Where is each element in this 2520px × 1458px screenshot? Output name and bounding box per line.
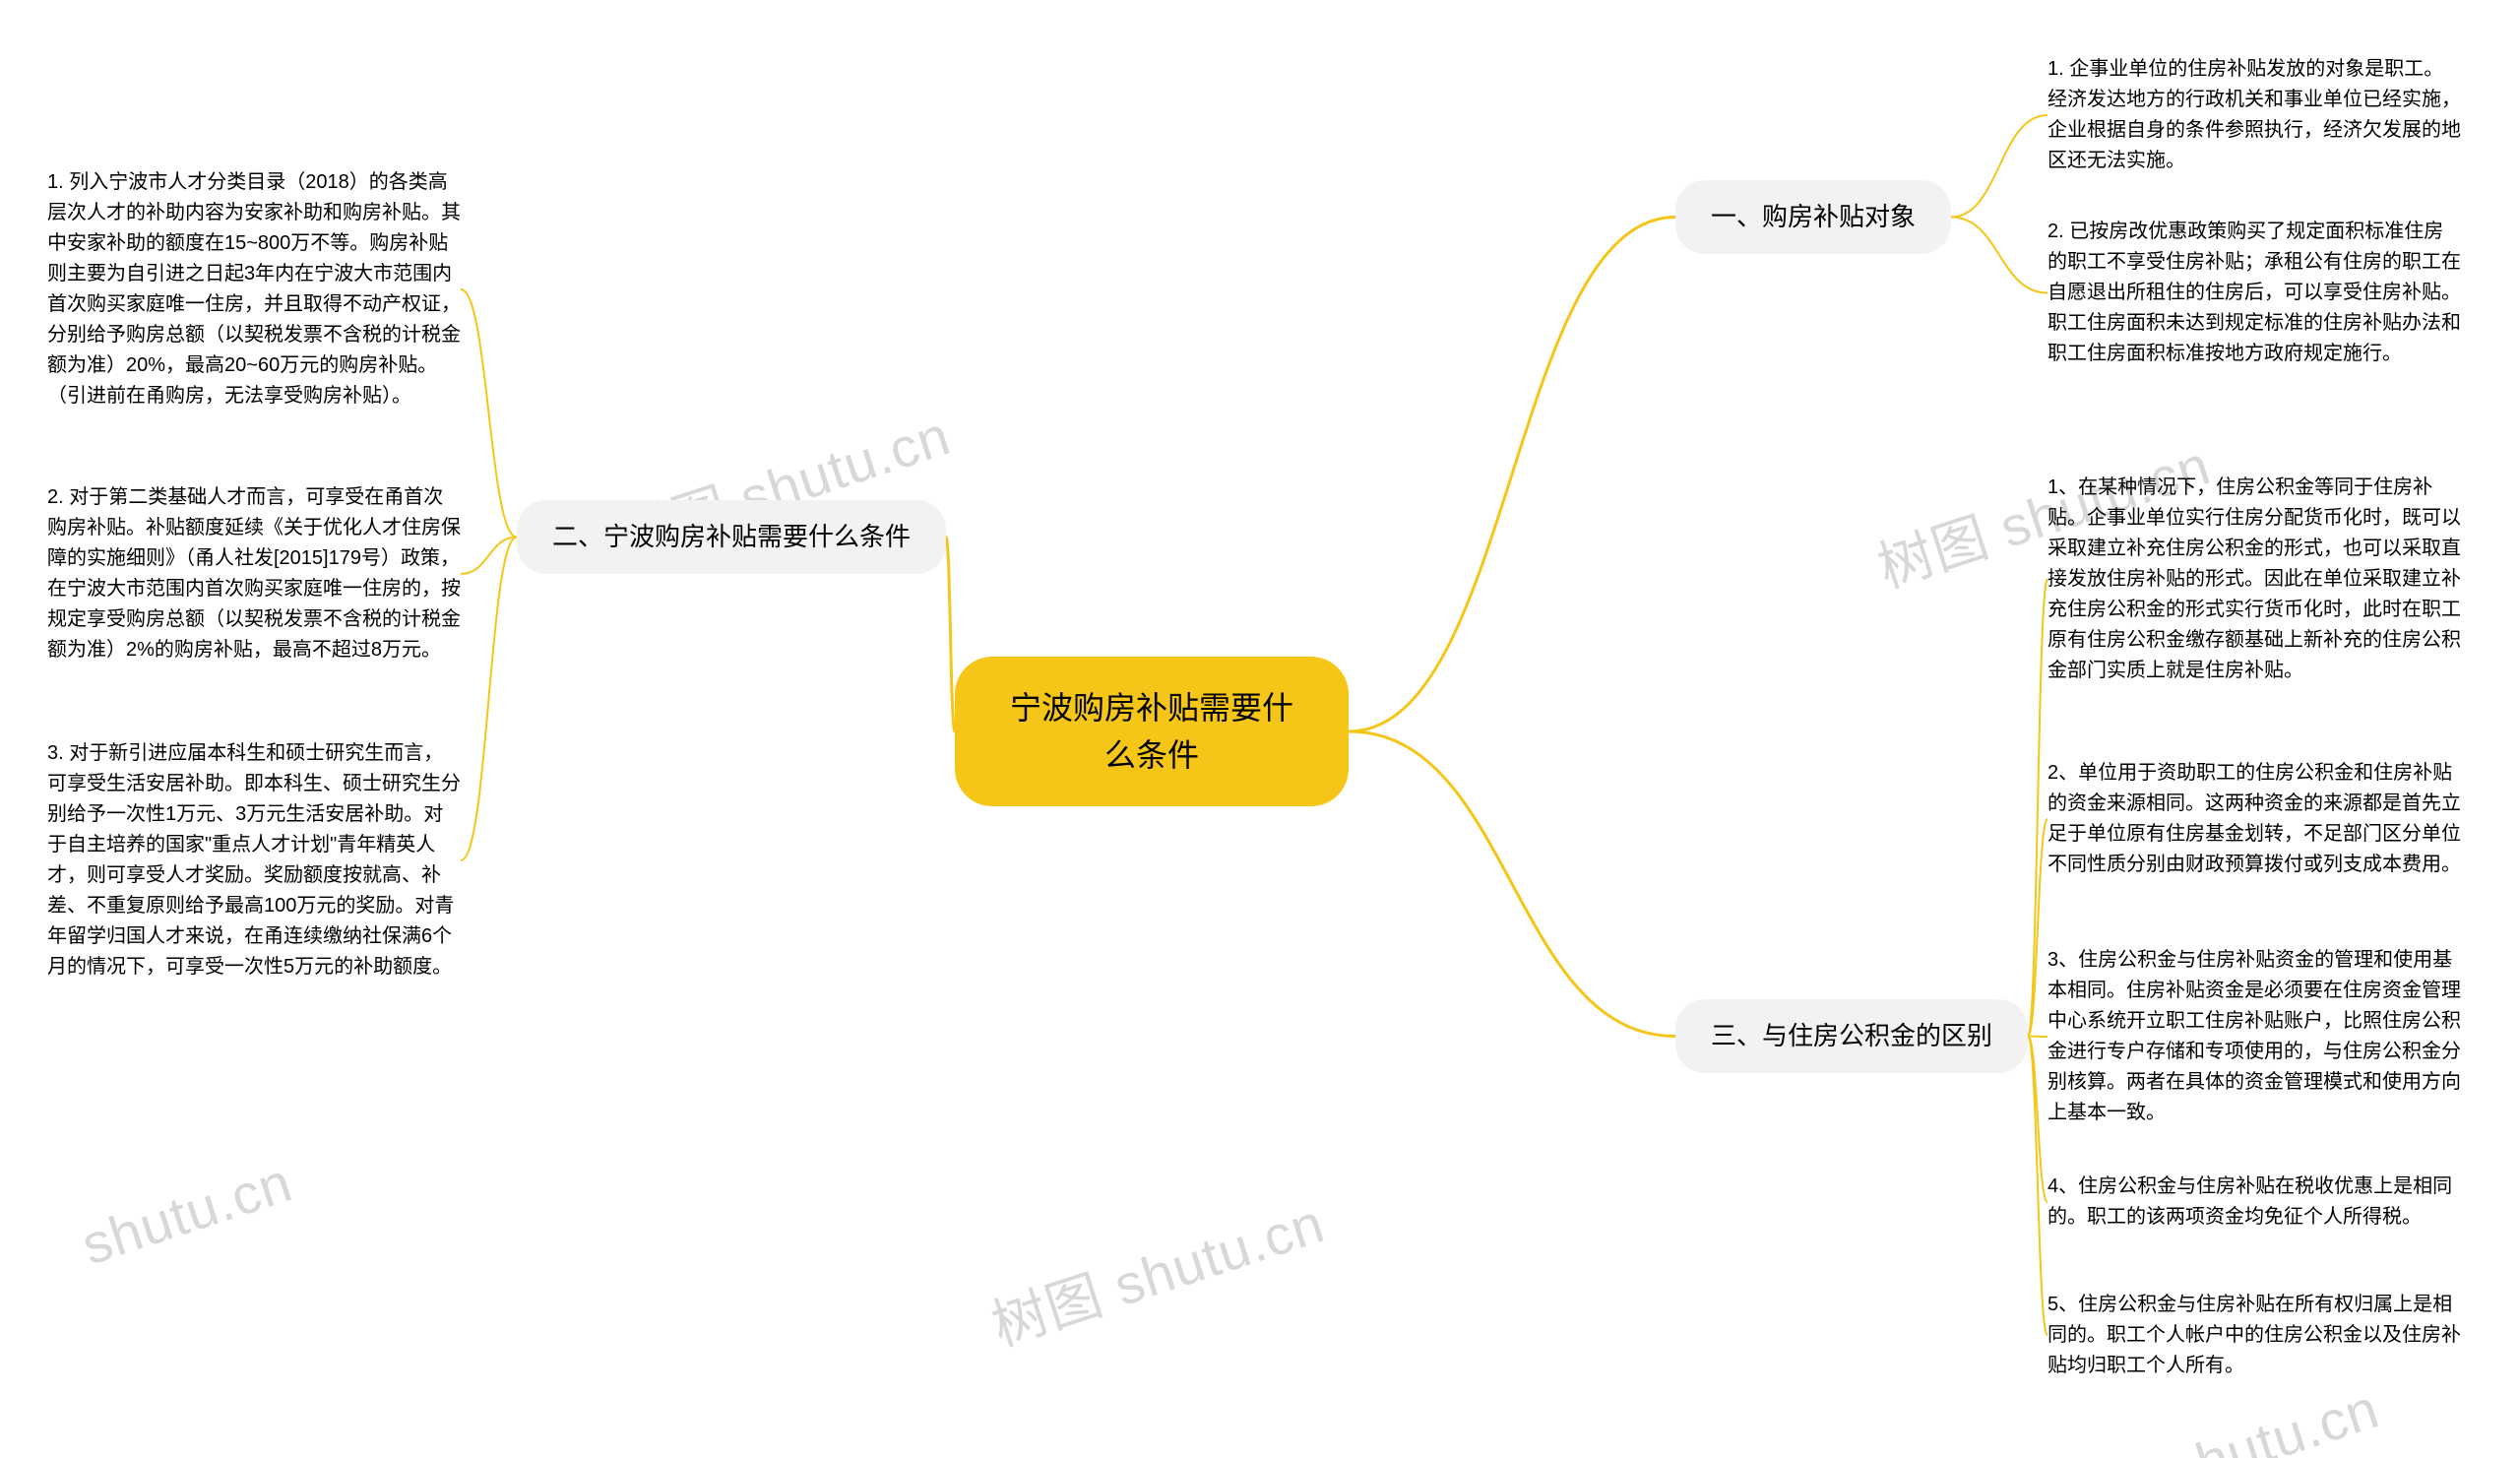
watermark: 树图 shutu.cn bbox=[980, 1179, 1333, 1362]
branch-label: 三、与住房公积金的区别 bbox=[1711, 1021, 1992, 1050]
branch-node-1: 一、购房补贴对象 bbox=[1675, 180, 1951, 254]
leaf-node: 1. 列入宁波市人才分类目录（2018）的各类高层次人才的补助内容为安家补助和购… bbox=[47, 167, 461, 412]
leaf-node: 2. 已按房改优惠政策购买了规定面积标准住房的职工不享受住房补贴；承租公有住房的… bbox=[2048, 217, 2461, 369]
leaf-node: 1. 企事业单位的住房补贴发放的对象是职工。经济发达地方的行政机关和事业单位已经… bbox=[2048, 54, 2461, 176]
leaf-node: 4、住房公积金与住房补贴在税收优惠上是相同的。职工的该两项资金均免征个人所得税。 bbox=[2048, 1172, 2461, 1233]
leaf-node: 3. 对于新引进应届本科生和硕士研究生而言，可享受生活安居补助。即本科生、硕士研… bbox=[47, 738, 461, 983]
leaf-node: 1、在某种情况下，住房公积金等同于住房补贴。企事业单位实行住房分配货币化时，既可… bbox=[2048, 473, 2461, 686]
leaf-node: 2. 对于第二类基础人才而言，可享受在甬首次购房补贴。补贴额度延续《关于优化人才… bbox=[47, 482, 461, 666]
root-node: 宁波购房补贴需要什么条件 bbox=[955, 657, 1349, 806]
leaf-node: 3、住房公积金与住房补贴资金的管理和使用基本相同。住房补贴资金是必须要在住房资金… bbox=[2048, 945, 2461, 1128]
branch-label: 一、购房补贴对象 bbox=[1711, 202, 1916, 231]
branch-label: 二、宁波购房补贴需要什么条件 bbox=[552, 522, 911, 551]
root-label: 宁波购房补贴需要什么条件 bbox=[1010, 690, 1293, 773]
leaf-node: 5、住房公积金与住房补贴在所有权归属上是相同的。职工个人帐户中的住房公积金以及住… bbox=[2048, 1290, 2461, 1381]
branch-node-2: 二、宁波购房补贴需要什么条件 bbox=[517, 500, 946, 574]
leaf-node: 2、单位用于资助职工的住房公积金和住房补贴的资金来源相同。这两种资金的来源都是首… bbox=[2048, 758, 2461, 880]
mindmap-canvas: 树图 shutu.cn 树图 shutu.cn shutu.cn 树图 shut… bbox=[0, 0, 2520, 1458]
watermark: shutu.cn bbox=[2161, 1376, 2386, 1458]
watermark: shutu.cn bbox=[74, 1150, 299, 1278]
branch-node-3: 三、与住房公积金的区别 bbox=[1675, 999, 2028, 1073]
